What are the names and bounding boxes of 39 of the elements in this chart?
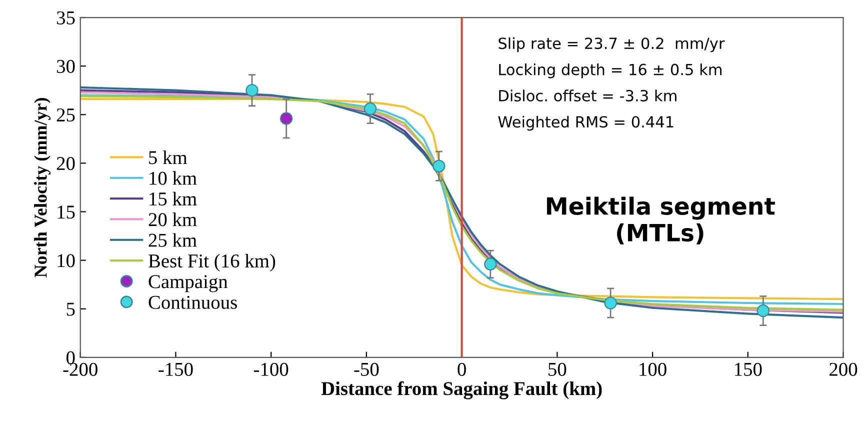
x-axis-title: Distance from Sagaing Fault (km) [321,381,602,400]
point [280,112,293,125]
x-tick-label: -200 [63,362,98,376]
legend-label: Continuous [148,296,237,309]
legend-label: 20 km [148,212,197,226]
legend-label: Best Fit (16 km) [148,254,276,272]
point [484,258,497,271]
y-tick-label: 15 [58,206,75,219]
annotation: Meiktila segment (MTLs) [547,196,775,244]
y-tick-label: 30 [56,60,75,73]
y-tick-label: 10 [58,254,75,268]
y-axis-title: North Velocity (mm/yr) [34,98,50,278]
legend-label: 25 km [148,233,197,247]
legend-label: 15 km [150,192,197,206]
x-tick-label: -150 [158,362,193,376]
y-tick-label: 25 [56,108,75,122]
x-tick-label: -100 [254,362,288,376]
x-tick-label: 200 [830,362,858,376]
annotation: Locking depth = 16 ± 0.5 km [499,63,722,78]
x-tick-label: 100 [640,362,666,376]
annotation: Weighted RMS = 0.441 [498,116,674,131]
point [432,160,446,172]
y-tick-label: 5 [66,302,75,316]
y-tick-label: 0 [66,351,75,364]
legend-label: Campaign [148,275,228,292]
x-tick-label: 50 [548,362,566,376]
x-tick-label: 0 [458,362,466,376]
legend-label: 5 km [149,150,188,164]
point [246,84,258,97]
point [756,304,770,318]
annotation: Disloc. offset = -3.3 km [499,90,676,102]
point [604,296,617,310]
x-tick-label: 150 [735,362,762,376]
y-tick-label: 20 [56,156,75,170]
legend-label: 10 km [150,171,197,185]
x-tick-label: -50 [354,362,379,376]
y-tick-label: 35 [56,11,75,24]
annotation: Slip rate = 23.7 ± 0.2 mm/yr [498,37,725,52]
point [364,102,377,116]
